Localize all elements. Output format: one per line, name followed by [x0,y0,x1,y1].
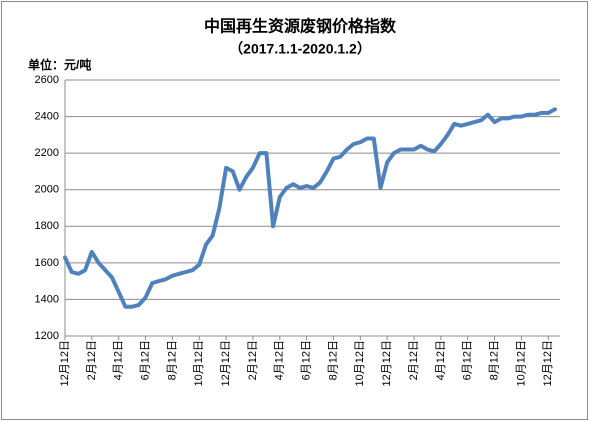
chart-title: 中国再生资源废钢价格指数 [204,17,397,36]
x-tick-label: 12月12日 [381,340,393,386]
x-tick-label: 10月12日 [193,340,205,386]
x-tick-label: 10月12日 [354,340,366,386]
y-tick-label: 2200 [35,147,59,159]
y-tick-label: 1200 [35,330,59,342]
x-tick-label: 2月12日 [408,340,420,380]
x-tick-label: 6月12日 [301,340,313,380]
x-tick-label: 6月12日 [462,340,474,380]
line-series [63,107,557,309]
x-tick-label: 12月12日 [59,340,71,386]
x-tick-label: 4月12日 [435,340,447,380]
y-tick-label: 1600 [35,257,59,269]
x-tick-label: 10月12日 [515,340,527,386]
x-tick-label: 8月12日 [166,340,178,380]
y-tick-label: 2600 [35,74,59,86]
x-tick-label: 4月12日 [113,340,125,380]
x-tick-label: 8月12日 [488,340,500,380]
x-tick-label: 4月12日 [274,340,286,380]
x-tick-label: 2月12日 [247,340,259,380]
y-tick-label: 2400 [35,110,59,122]
y-unit-label: 单位：元/吨 [28,57,91,72]
y-tick-label: 1800 [35,220,59,232]
x-tick-label: 2月12日 [86,340,98,380]
x-tick-label: 12月12日 [220,340,232,386]
x-tick-label: 6月12日 [139,340,151,380]
x-tick-label: 8月12日 [327,340,339,380]
chart-subtitle: （2017.1.1-2020.1.2） [229,41,371,57]
y-tick-label: 1400 [35,293,59,305]
x-tick-label: 12月12日 [542,340,554,386]
y-tick-label: 2000 [35,184,59,196]
